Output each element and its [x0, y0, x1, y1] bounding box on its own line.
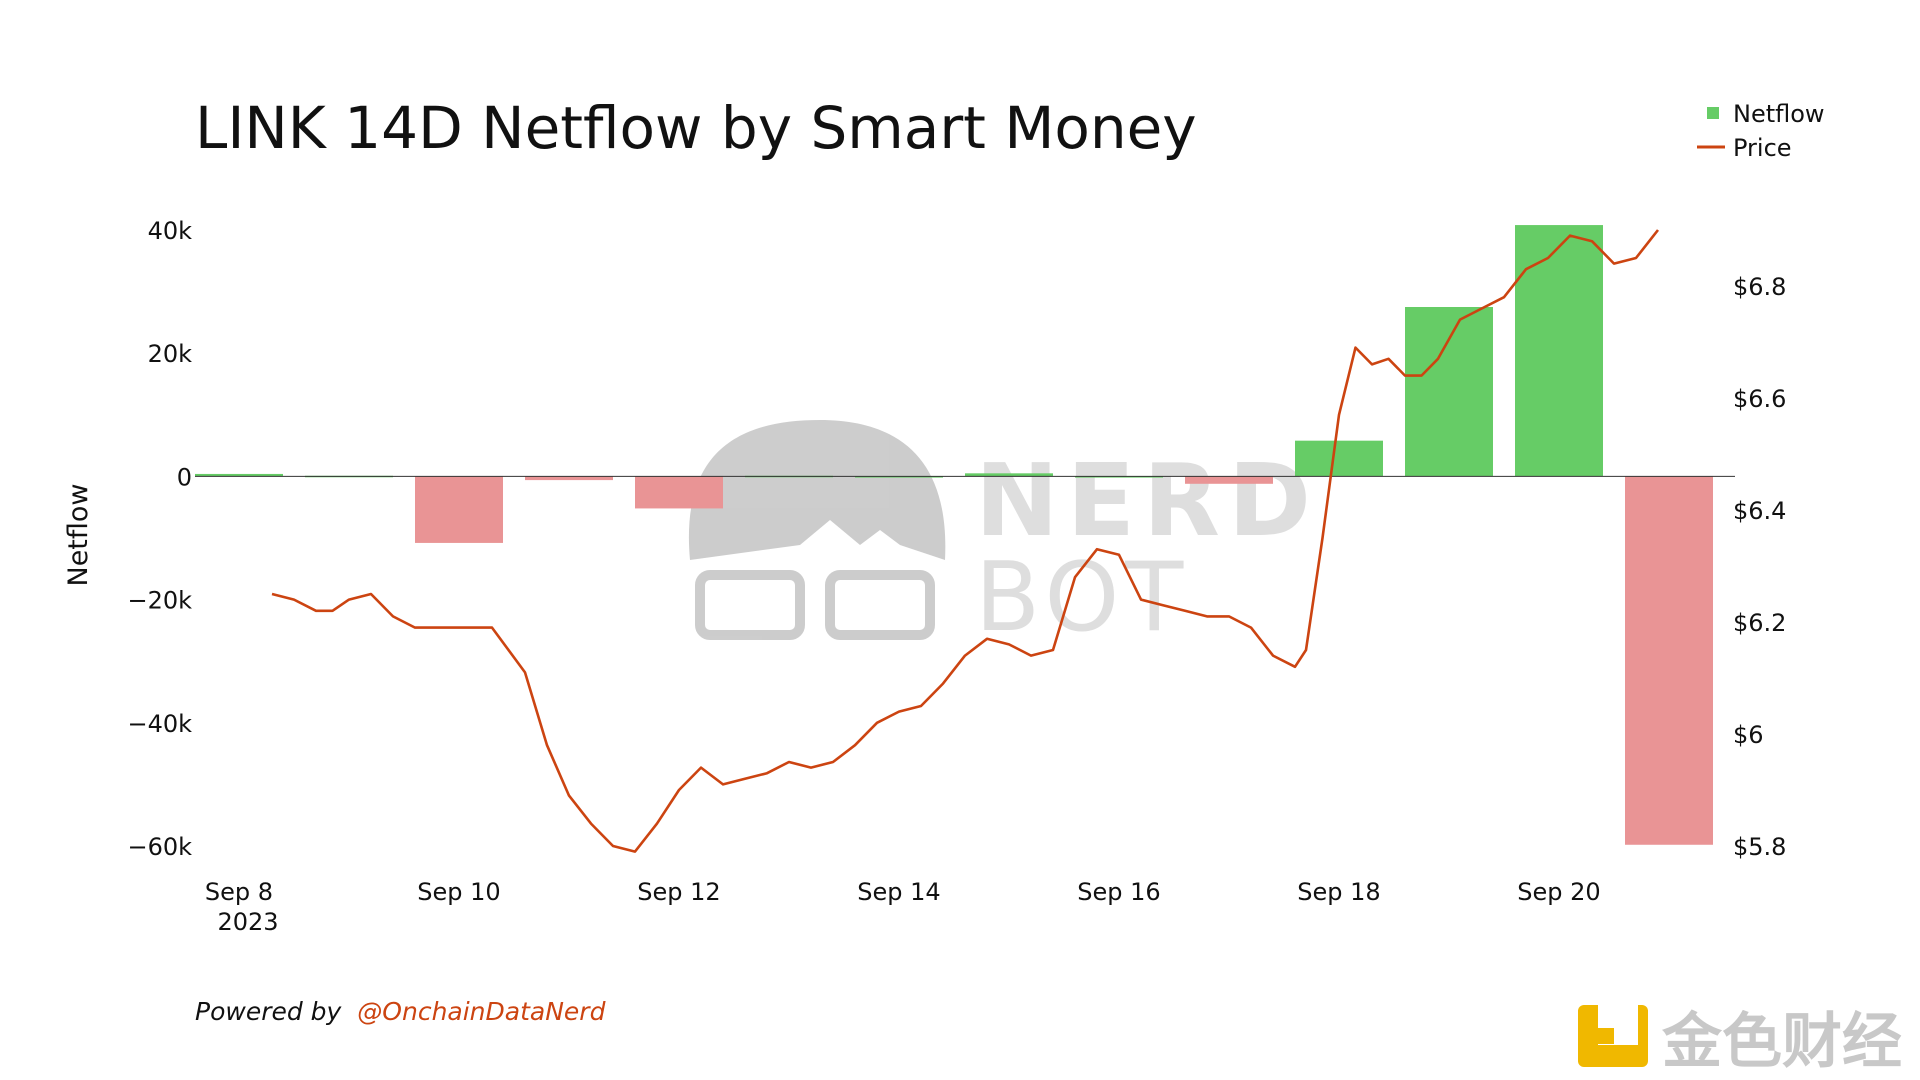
legend-label-price: Price	[1733, 134, 1792, 162]
x-tick-label: Sep 18	[1297, 878, 1380, 906]
y-tick-label: −60k	[127, 833, 192, 861]
x-tick-label: Sep 10	[417, 878, 500, 906]
x-tick-label: Sep 20	[1517, 878, 1600, 906]
price-line	[271, 229, 1660, 853]
x-tick-year: 2023	[217, 908, 278, 936]
watermark-text-nerd: NERD	[975, 442, 1319, 559]
netflow-bar	[1185, 476, 1273, 484]
netflow-bar	[1515, 225, 1603, 477]
y-tick-label: 40k	[148, 217, 193, 245]
corner-watermark: 金色财经	[1578, 1000, 1902, 1077]
x-tick-label: Sep 16	[1077, 878, 1160, 906]
netflow-bar	[415, 476, 503, 543]
netflow-bar	[635, 476, 723, 509]
watermark-text-bot: BOT	[975, 543, 1189, 653]
corner-watermark-text: 金色财经	[1662, 1007, 1902, 1077]
corner-logo-dot-icon	[1598, 1028, 1614, 1044]
y-axis-left: 40k 20k 0 −20k −40k −60k	[127, 217, 192, 861]
netflow-bar	[1295, 440, 1383, 477]
netflow-bar	[195, 473, 283, 477]
y2-tick-label: $6.4	[1733, 497, 1786, 525]
netflow-bar	[1625, 476, 1713, 845]
y2-tick-label: $6.2	[1733, 609, 1786, 637]
legend: Netflow Price	[1697, 100, 1825, 162]
watermark-logo: NERD BOT	[688, 420, 1319, 653]
footer-credit: Powered by @OnchainDataNerd	[195, 997, 606, 1026]
x-tick-label: Sep 8	[205, 878, 273, 906]
chart-title: LINK 14D Netflow by Smart Money	[195, 94, 1197, 162]
watermark-glasses-right-icon	[825, 570, 935, 640]
netflow-bar	[1405, 307, 1493, 477]
footer-prefix: Powered by	[195, 997, 343, 1026]
x-tick-label: Sep 12	[637, 878, 720, 906]
y2-tick-label: $6	[1733, 721, 1764, 749]
netflow-bars	[195, 225, 1713, 845]
x-axis: Sep 8 Sep 10 Sep 12 Sep 14 Sep 16 Sep 18 Sep 2…	[205, 878, 1601, 906]
y-tick-label: −40k	[127, 710, 192, 738]
y-axis-right: $6.8 $6.6 $6.4 $6.2 $6 $5.8	[1733, 273, 1786, 861]
y2-tick-label: $6.8	[1733, 273, 1786, 301]
watermark-glasses-left-icon	[695, 570, 805, 640]
x-tick-label: Sep 14	[857, 878, 940, 906]
netflow-bar	[525, 476, 613, 481]
y-tick-label: 0	[177, 463, 192, 491]
watermark-mascot-icon	[688, 420, 946, 560]
netflow-bar	[965, 473, 1053, 477]
y2-tick-label: $5.8	[1733, 833, 1786, 861]
y2-tick-label: $6.6	[1733, 385, 1786, 413]
y-tick-label: −20k	[127, 587, 192, 615]
y-axis-title: Netflow	[63, 483, 94, 586]
y-tick-label: 20k	[148, 340, 193, 368]
legend-netflow-swatch	[1707, 107, 1719, 119]
footer-handle[interactable]: @OnchainDataNerd	[357, 997, 605, 1026]
legend-label-netflow: Netflow	[1733, 100, 1825, 128]
